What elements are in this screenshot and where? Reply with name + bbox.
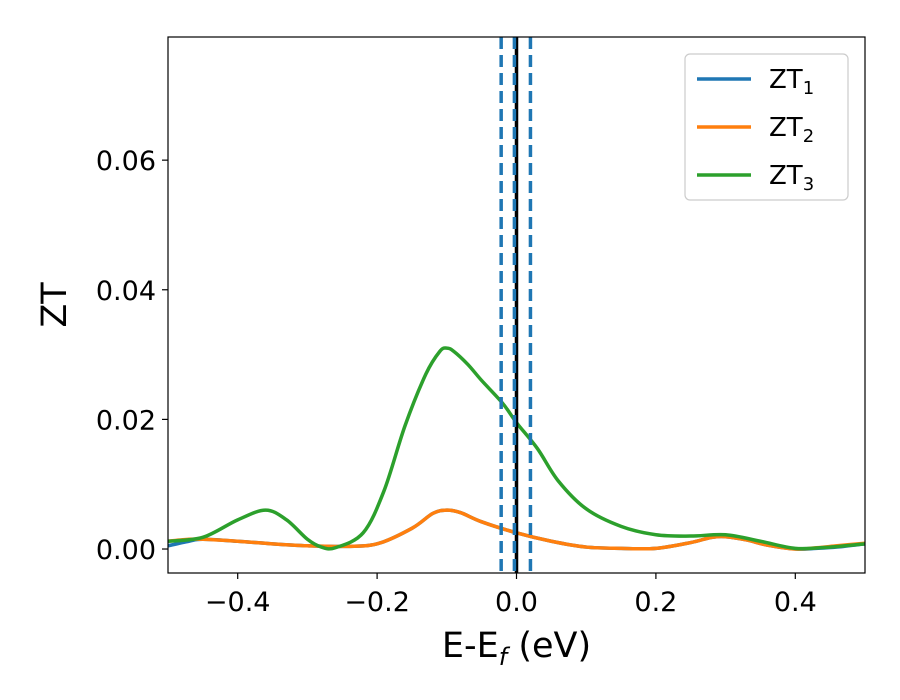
legend-box (684, 53, 849, 201)
series-group (168, 37, 865, 573)
series-line-zt3 (168, 346, 865, 551)
y-tick-label: 0.02 (96, 405, 156, 436)
x-tick-label: 0.0 (495, 587, 538, 618)
y-tick-label: 0.00 (96, 535, 156, 566)
y-axis-title: ZT (35, 282, 75, 328)
y-tick-label: 0.06 (96, 146, 156, 177)
plot-area (168, 37, 865, 573)
x-tick-label: 0.4 (774, 587, 817, 618)
x-tick-label: 0.2 (634, 587, 677, 618)
axes: −0.4 −0.2 0.0 0.2 0.4 0.00 0.02 0.04 0.06 E-Ef (e… (35, 36, 866, 671)
x-tick-label: −0.4 (205, 587, 271, 618)
legend-label-zt1: ZT1 (769, 65, 814, 99)
legend-label-zt2: ZT2 (769, 113, 814, 147)
legend-label-zt3: ZT3 (769, 161, 814, 195)
legend: ZT1 ZT2 ZT3 (684, 53, 849, 201)
x-tick-label: −0.2 (344, 587, 410, 618)
x-axis-title: E-Ef (eV) (442, 626, 591, 671)
y-tick-label: 0.04 (96, 276, 156, 307)
